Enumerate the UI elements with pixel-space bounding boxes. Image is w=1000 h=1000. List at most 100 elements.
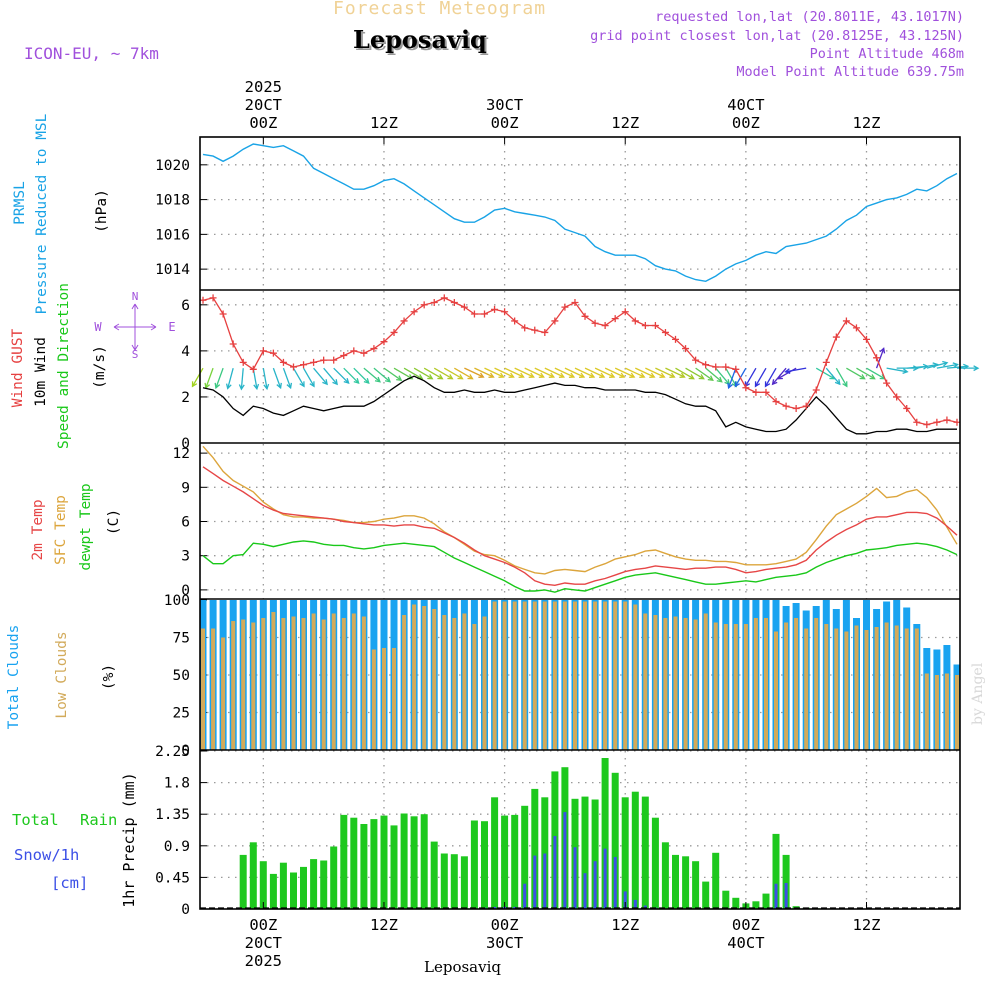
precip-rain-bar	[269, 873, 277, 909]
wind-arrow-head	[538, 372, 545, 378]
precip-rain-bar	[722, 890, 730, 909]
wind-arrow	[584, 367, 605, 378]
time-label-bottom: 12Z	[370, 916, 398, 934]
precip-rain-bar	[410, 816, 418, 909]
cloud-low-bar	[241, 619, 246, 750]
cloud-low-bar	[573, 601, 577, 750]
wind-arrow	[785, 367, 807, 373]
time-label-top: 12Z	[853, 114, 881, 132]
wind-arrow	[875, 348, 885, 369]
wind-arrow	[262, 368, 268, 389]
precip-legend-snow: Snow/1h	[14, 846, 79, 864]
cloud-low-bar	[623, 601, 628, 750]
wind-gust-marker	[360, 349, 368, 357]
wind-arrow-head	[771, 379, 778, 386]
wind-gust-marker	[390, 328, 398, 336]
wind-arrow	[886, 367, 908, 373]
wind-arrow	[744, 367, 757, 387]
compass-north: N	[132, 290, 139, 303]
precip-rain-bar	[330, 846, 338, 909]
time-label-top: 12Z	[611, 114, 639, 132]
wind-arrow-head	[764, 381, 771, 388]
wind-gust-marker	[752, 388, 760, 396]
y-tick-label: 0.45	[155, 870, 190, 886]
precip-rain-bar	[641, 796, 649, 909]
wind-arrow	[413, 367, 433, 380]
wind-gust-marker	[893, 393, 901, 401]
cloud-low-bar	[442, 615, 447, 750]
cloud-low-bar	[653, 615, 658, 750]
precip-rain-bar	[400, 813, 408, 909]
wind-gust-marker	[832, 333, 840, 341]
wind-gust-marker	[863, 335, 871, 343]
wind-gust-marker	[551, 317, 559, 325]
y-tick-label: 0	[181, 902, 190, 918]
precip-snow-bar	[543, 853, 547, 909]
time-label-top: 40CT	[727, 96, 764, 114]
cloud-low-bar	[583, 601, 587, 750]
wind-arrow	[227, 367, 234, 389]
cloud-low-bar	[743, 624, 748, 750]
wind-gust-marker	[511, 317, 519, 325]
wind-arrow	[403, 367, 423, 380]
wind-gust-marker	[692, 356, 700, 364]
cloud-low-bar	[914, 628, 919, 750]
location-title: Leposaviq	[353, 25, 487, 54]
cloud-low-bar	[432, 609, 437, 750]
precip-snow-bar	[593, 861, 597, 909]
cloud-low-bar	[552, 601, 557, 750]
wind-gust-marker	[782, 402, 790, 410]
time-label-bottom: 20CT	[245, 934, 282, 952]
wind-arrow-head	[238, 384, 245, 391]
cloud-low-bar	[472, 624, 477, 750]
cloud-low-bar	[593, 601, 598, 750]
precip-rain-bar	[611, 772, 619, 909]
precip-rain-bar	[430, 841, 438, 909]
cloud-low-bar	[854, 625, 859, 750]
wind-arrow-head	[942, 360, 949, 367]
compass-west: W	[94, 320, 102, 334]
wind-arrow-head	[396, 375, 403, 381]
wind-arrow-head	[447, 374, 454, 380]
cloud-low-bar	[683, 618, 688, 750]
wind-gust-marker	[822, 358, 830, 366]
precip-snow-bar	[553, 836, 557, 909]
cloud-low-bar	[211, 628, 216, 750]
cloud-low-bar	[482, 616, 487, 750]
precip-snow-bar	[623, 891, 627, 909]
wind-arrow	[728, 367, 737, 389]
wind-arrow	[393, 367, 413, 380]
wind-arrow	[205, 367, 214, 389]
cloud-low-bar	[844, 631, 849, 750]
wind-arrow	[494, 367, 514, 378]
precip-rain-bar	[310, 859, 318, 909]
precip-rain-bar	[440, 853, 448, 909]
wind-gust-marker	[732, 365, 740, 373]
wind-arrow-head	[332, 379, 338, 386]
precip-rain-bar	[712, 852, 720, 909]
precip-ylabel: 1hr Precip (mm)	[120, 772, 138, 907]
cloud-low-bar	[733, 624, 738, 750]
wind-arrow-head	[842, 381, 848, 388]
cloud-low-bar	[402, 615, 407, 750]
time-label-top: 20CT	[245, 96, 282, 114]
y-tick-label: 25	[173, 706, 190, 722]
precip-rain-bar	[631, 791, 639, 909]
wind-arrow	[292, 367, 305, 387]
wind-arrow	[191, 367, 204, 387]
point-altitude: Point Altitude 468m	[809, 46, 964, 62]
cloud-low-bar	[774, 631, 778, 750]
precip-snow-bar	[513, 906, 517, 909]
pressure-ylabel: (hPa)	[94, 189, 110, 233]
precip-rain-bar	[370, 819, 378, 909]
cloud-low-bar	[693, 619, 698, 750]
cloud-low-bar	[804, 628, 809, 750]
wind-arrow	[534, 367, 555, 378]
precip-rain-bar	[672, 854, 679, 909]
wind-gust-marker	[259, 347, 267, 355]
wind-arrow-head	[599, 372, 606, 378]
cloud-low-bar	[502, 601, 507, 750]
wind-arrow	[764, 367, 777, 387]
wind-arrow-head	[834, 379, 841, 386]
cloud-low-bar	[633, 604, 638, 750]
